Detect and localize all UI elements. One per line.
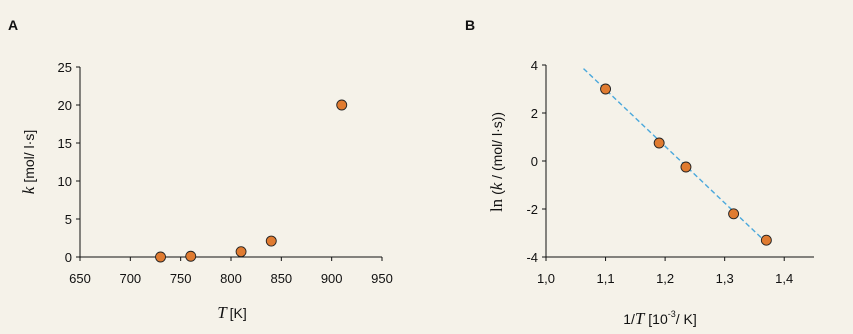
y-tick-label: -4: [526, 250, 538, 265]
y-tick-label: 4: [531, 58, 538, 73]
x-tick-label: 700: [119, 271, 141, 286]
y-tick-label: -2: [526, 202, 538, 217]
data-point: [760, 234, 772, 246]
panel-b-y-axis-open: (: [489, 190, 505, 199]
data-point: [235, 246, 247, 258]
y-tick-label: 5: [65, 212, 72, 227]
panel-a-ticks: 650 700 750 800 850 900 950 0 5 10 15 20 25: [58, 60, 393, 286]
data-point: [336, 99, 348, 111]
y-tick-label: 25: [58, 60, 72, 75]
x-tick-label: 850: [270, 271, 292, 286]
x-tick-label: 650: [69, 271, 91, 286]
panel-b-x-axis-suffix: / K]: [676, 311, 697, 327]
data-point: [728, 208, 740, 220]
panel-b-points: [600, 83, 772, 246]
panel-b-y-axis-variable: k: [487, 182, 506, 190]
data-point: [155, 251, 166, 263]
data-point: [680, 161, 692, 173]
data-point: [185, 250, 197, 262]
x-tick-label: 1,2: [656, 271, 674, 286]
panel-a-y-axis-variable: k: [19, 186, 38, 194]
panel-a-label: A: [8, 17, 18, 33]
data-point: [265, 235, 277, 247]
y-tick-label: 0: [65, 250, 72, 265]
y-tick-label: 0: [531, 154, 538, 169]
panel-b: B 1,0 1,1 1,2 1,3 1,4 -4 -2 0 2 4 1/T [10-3/ K] l…: [465, 17, 814, 328]
panel-a-y-axis-unit: [mol/ l·s]: [21, 130, 37, 183]
x-tick-label: 1,3: [716, 271, 734, 286]
x-tick-label: 1,1: [597, 271, 615, 286]
y-tick-label: 15: [58, 136, 72, 151]
data-point: [653, 137, 665, 149]
panel-a: A 650 700 750 800 850 900 950 0 5 10 15 20 25 T [K] k…: [8, 17, 393, 322]
panel-a-x-axis-variable: T: [217, 303, 228, 322]
x-tick-label: 750: [170, 271, 192, 286]
x-tick-label: 900: [321, 271, 343, 286]
panel-a-x-axis-title: T [K]: [217, 303, 247, 322]
panel-b-x-axis-variable: T: [635, 309, 646, 328]
panel-b-y-axis-rest: / (mol/ l·s)): [489, 112, 505, 183]
data-point: [600, 83, 612, 95]
y-tick-label: 2: [531, 106, 538, 121]
y-tick-label: 10: [58, 174, 72, 189]
x-tick-label: 800: [220, 271, 242, 286]
panel-b-x-axis-prefix: 1/: [623, 311, 635, 327]
panel-b-ticks: 1,0 1,1 1,2 1,3 1,4 -4 -2 0 2 4: [526, 58, 793, 286]
panel-a-points: [155, 99, 348, 263]
panel-b-label: B: [465, 17, 475, 33]
x-tick-label: 950: [371, 271, 393, 286]
panel-b-x-axis-exponent: -3: [668, 309, 676, 319]
x-tick-label: 1,4: [775, 271, 793, 286]
panel-b-x-axis-bracket: [10: [644, 311, 668, 327]
panel-b-x-axis-title: 1/T [10-3/ K]: [623, 309, 697, 328]
x-tick-label: 1,0: [537, 271, 555, 286]
panel-a-y-axis-title: k [mol/ l·s]: [19, 130, 38, 194]
panel-b-y-axis-function: ln: [487, 198, 506, 212]
panel-a-x-axis-unit: [K]: [230, 305, 247, 321]
y-tick-label: 20: [58, 98, 72, 113]
panel-b-y-axis-title: ln (k / (mol/ l·s)): [487, 112, 506, 212]
